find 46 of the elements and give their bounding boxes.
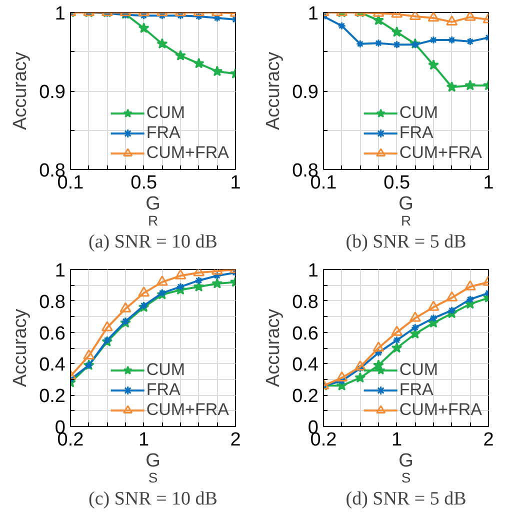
text: (b) SNR = 5 dB xyxy=(346,232,466,252)
legend-label: CUM+FRA xyxy=(399,400,482,420)
x-tick-label: 1 xyxy=(138,430,150,450)
y-tick-label: 0.9 xyxy=(292,82,319,103)
x-tick-label: 0.5 xyxy=(130,172,158,194)
y-tick-label: 0.6 xyxy=(292,323,319,344)
x-tick-label: 1 xyxy=(392,430,402,450)
y-tick-label: 0.2 xyxy=(292,386,319,408)
text: (d) SNR = 5 dB xyxy=(346,488,466,510)
y-axis-title: Accuracy xyxy=(263,51,284,130)
x-tick-label: 2 xyxy=(230,430,241,450)
x-axis-title: GS xyxy=(146,450,160,486)
x-tick-label: 2 xyxy=(483,430,494,450)
x-axis-title: GR xyxy=(146,194,160,228)
y-tick-label: 1 xyxy=(308,4,319,24)
legend-label: CUM+FRA xyxy=(146,400,229,420)
y-tick-label: 0.4 xyxy=(39,354,66,376)
x-axis-title: GS xyxy=(398,450,414,486)
legend-label: CUM xyxy=(146,360,186,380)
legend-label: CUM+FRA xyxy=(146,143,229,163)
y-axis-title: Accuracy xyxy=(263,308,284,388)
x-tick-label: 0.5 xyxy=(384,172,410,194)
y-tick-label: 1 xyxy=(308,260,319,282)
legend-label: CUM xyxy=(146,103,186,123)
legend-label: CUM xyxy=(399,103,438,123)
y-tick-label: 0.9 xyxy=(39,82,66,103)
y-tick-label: 0.6 xyxy=(39,323,66,344)
y-axis-title: Accuracy xyxy=(10,51,32,130)
y-tick-label: 0.2 xyxy=(39,386,66,408)
legend-label: FRA xyxy=(146,380,180,400)
x-tick-label: 1 xyxy=(483,172,494,194)
y-tick-label: 0.8 xyxy=(292,292,319,313)
text: (a) SNR = 10 dB xyxy=(88,232,218,252)
x-axis-title: GR xyxy=(398,194,414,228)
x-tick-label: 1 xyxy=(230,172,241,194)
text: (c) SNR = 10 dB xyxy=(88,488,218,510)
legend-label: FRA xyxy=(146,123,180,143)
y-tick-label: 0.4 xyxy=(292,354,319,376)
legend-label: CUM xyxy=(399,360,438,380)
legend-label: FRA xyxy=(399,123,434,143)
legend-label: FRA xyxy=(399,380,434,400)
y-axis-title: Accuracy xyxy=(10,308,32,388)
y-tick-label: 1 xyxy=(54,260,66,282)
y-tick-label: 0.8 xyxy=(39,292,66,313)
y-tick-label: 1 xyxy=(54,4,66,24)
legend-label: CUM+FRA xyxy=(399,143,482,163)
